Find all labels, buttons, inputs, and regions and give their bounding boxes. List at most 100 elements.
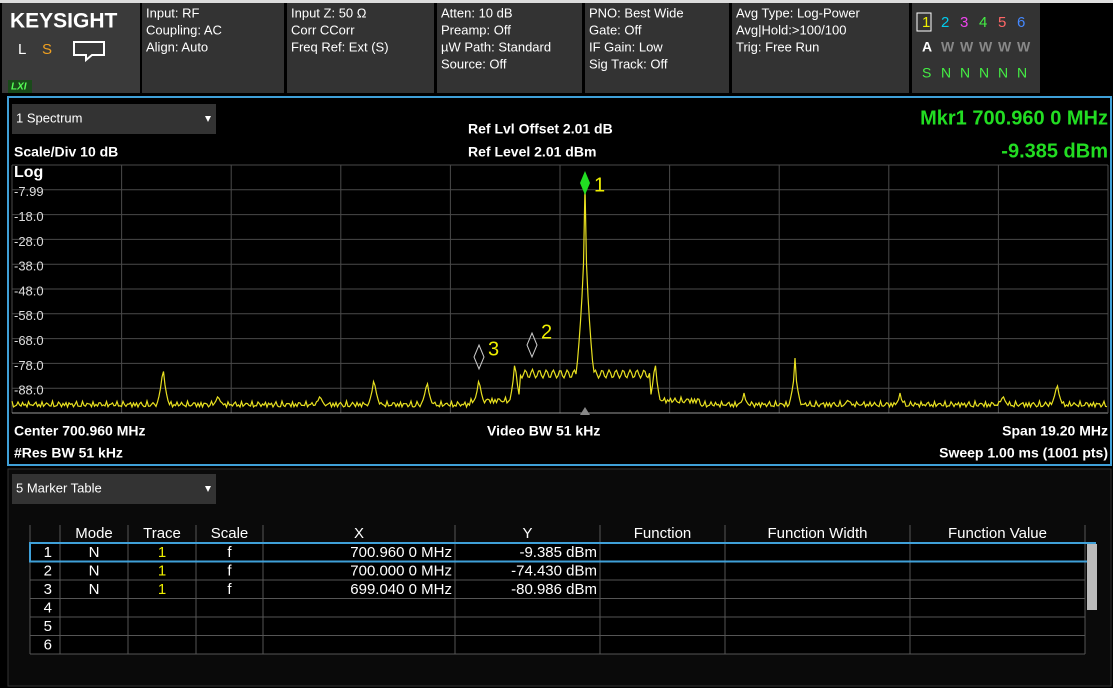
log-label: Log <box>14 164 43 181</box>
table-cell: N <box>89 563 100 580</box>
column-header: Trace <box>143 525 181 542</box>
table-cell: 2 <box>44 563 52 580</box>
y-axis-label: -28.0 <box>14 234 44 249</box>
y-axis-label: -18.0 <box>14 209 44 224</box>
lxi-badge <box>8 80 32 93</box>
table-cell: f <box>227 544 232 561</box>
scrollbar[interactable] <box>1087 544 1097 610</box>
header-panel[interactable] <box>732 3 909 93</box>
header-setting: Coupling: AC <box>146 22 222 37</box>
trace-number[interactable]: 6 <box>1017 14 1025 31</box>
header-setting: Atten: 10 dB <box>441 5 513 20</box>
marker-diamond[interactable] <box>526 331 538 359</box>
table-cell: -74.430 dBm <box>511 563 597 580</box>
trace-number[interactable]: 4 <box>979 14 987 31</box>
column-header: Function Value <box>948 525 1047 542</box>
sweep: Sweep 1.00 ms (1001 pts) <box>939 445 1108 461</box>
message-icon[interactable] <box>73 41 105 63</box>
marker-diamond[interactable] <box>580 171 590 195</box>
header-setting: Align: Auto <box>146 39 208 54</box>
table-cell: f <box>227 581 232 598</box>
marker-diamond[interactable] <box>473 343 485 371</box>
center-indicator <box>580 407 590 415</box>
res-bw: #Res BW 51 kHz <box>14 445 123 461</box>
y-axis-label: -7.99 <box>14 184 44 199</box>
y-axis-label: -78.0 <box>14 358 44 373</box>
table-cell: 4 <box>44 600 52 617</box>
header-setting: Avg Type: Log-Power <box>736 5 860 20</box>
table-cell: 1 <box>44 544 52 561</box>
header-setting: Sig Track: Off <box>589 56 668 71</box>
marker-label: 2 <box>541 321 552 343</box>
y-axis-label: -38.0 <box>14 259 44 274</box>
marker-readout: Mkr1 700.960 0 MHz <box>920 107 1108 129</box>
header-setting: Freq Ref: Ext (S) <box>291 39 389 54</box>
y-axis-label: -58.0 <box>14 308 44 323</box>
trace-panel[interactable] <box>912 3 1040 93</box>
table-cell: 3 <box>44 581 52 598</box>
header-setting: Corr CCorr <box>291 22 355 37</box>
spectrum-window[interactable] <box>7 96 1112 466</box>
y-axis-label: -88.0 <box>14 383 44 398</box>
y-axis-label: -48.0 <box>14 283 44 298</box>
window-title: 5 Marker Table <box>16 480 102 495</box>
logo: KEYSIGHT <box>10 10 118 33</box>
column-header: Mode <box>75 525 113 542</box>
trace-detector: N <box>979 65 989 81</box>
trace-number[interactable]: 2 <box>941 14 949 31</box>
marker-label: 3 <box>488 338 499 360</box>
header-panel[interactable] <box>585 3 729 93</box>
table-cell: 5 <box>44 618 52 635</box>
lxi: LXI <box>11 82 27 93</box>
video-bw: Video BW 51 kHz <box>487 423 600 439</box>
trace-type: A <box>922 39 932 55</box>
dropdown-arrow[interactable] <box>205 486 211 492</box>
header-setting: Source: Off <box>441 56 507 71</box>
window-tab[interactable] <box>12 104 216 134</box>
header-setting: IF Gain: Low <box>589 39 663 54</box>
table-cell: 700.960 0 MHz <box>350 544 452 561</box>
table-cell: -9.385 dBm <box>519 544 597 561</box>
trace-type: W <box>998 39 1012 55</box>
center-freq: Center 700.960 MHz <box>14 423 146 439</box>
window-tab[interactable] <box>12 474 216 504</box>
trace-number[interactable]: 3 <box>960 14 968 31</box>
column-header: Y <box>522 525 532 542</box>
window-title: 1 Spectrum <box>16 110 82 125</box>
trace-detector: N <box>998 65 1008 81</box>
column-header: Function <box>634 525 692 542</box>
trace-detector: N <box>960 65 970 81</box>
mode-letter[interactable]: S <box>42 41 52 58</box>
trace-type: W <box>960 39 974 55</box>
ref-level: Ref Level 2.01 dBm <box>468 144 596 160</box>
header-panel[interactable] <box>437 3 582 93</box>
header-setting: PNO: Best Wide <box>589 5 684 20</box>
table-cell: f <box>227 563 232 580</box>
header-setting: Avg|Hold:>100/100 <box>736 22 846 37</box>
y-axis-label: -68.0 <box>14 333 44 348</box>
trace-detector: N <box>1017 65 1027 81</box>
trace-type: W <box>979 39 993 55</box>
trace <box>11 185 1108 409</box>
table-cell: 1 <box>158 563 166 580</box>
trace-detector: S <box>922 65 931 81</box>
trace-number[interactable]: 5 <box>998 14 1006 31</box>
header-panel[interactable] <box>142 3 284 93</box>
marker-value: -9.385 dBm <box>1001 140 1108 162</box>
dropdown-arrow[interactable] <box>205 116 211 122</box>
header-setting: µW Path: Standard <box>441 39 551 54</box>
table-cell: 700.000 0 MHz <box>350 563 452 580</box>
trace-number[interactable]: 1 <box>922 14 930 31</box>
trace-type: W <box>1017 39 1031 55</box>
trace-detector: N <box>941 65 951 81</box>
header-panel[interactable] <box>287 3 434 93</box>
table-cell: 6 <box>44 637 52 654</box>
table-cell: 699.040 0 MHz <box>350 581 452 598</box>
table-cell: -80.986 dBm <box>511 581 597 598</box>
table-cell: 1 <box>158 581 166 598</box>
header-setting: Preamp: Off <box>441 22 511 37</box>
header-setting: Gate: Off <box>589 22 642 37</box>
span: Span 19.20 MHz <box>1002 423 1108 439</box>
mode-letter[interactable]: L <box>18 41 26 58</box>
trace-type: W <box>941 39 955 55</box>
